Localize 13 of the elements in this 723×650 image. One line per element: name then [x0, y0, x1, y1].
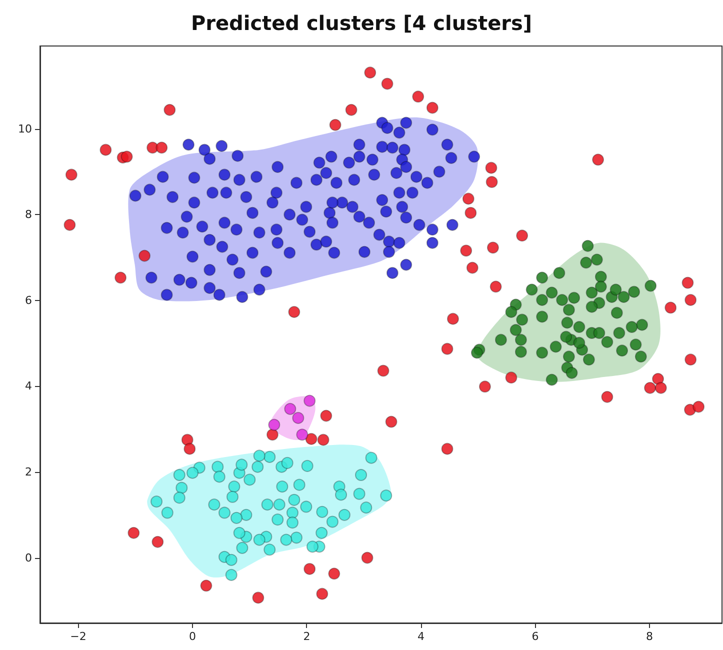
x-tick-label: 2	[303, 630, 310, 643]
y-tick-label: 8	[25, 208, 32, 222]
y-tick-label: 4	[25, 380, 32, 393]
x-tick-label: 4	[417, 630, 424, 643]
x-tick-label: 0	[189, 630, 196, 643]
y-tick-label: 10	[18, 122, 32, 136]
chart-title: Predicted clusters [4 clusters]	[190, 11, 532, 35]
x-tick-label: −2	[70, 630, 86, 643]
x-tick-label: 6	[532, 630, 539, 643]
y-tick-label: 6	[25, 294, 32, 307]
y-tick-label: 0	[25, 551, 32, 564]
x-tick-label: 8	[646, 630, 653, 643]
y-tick-label: 2	[25, 465, 32, 478]
